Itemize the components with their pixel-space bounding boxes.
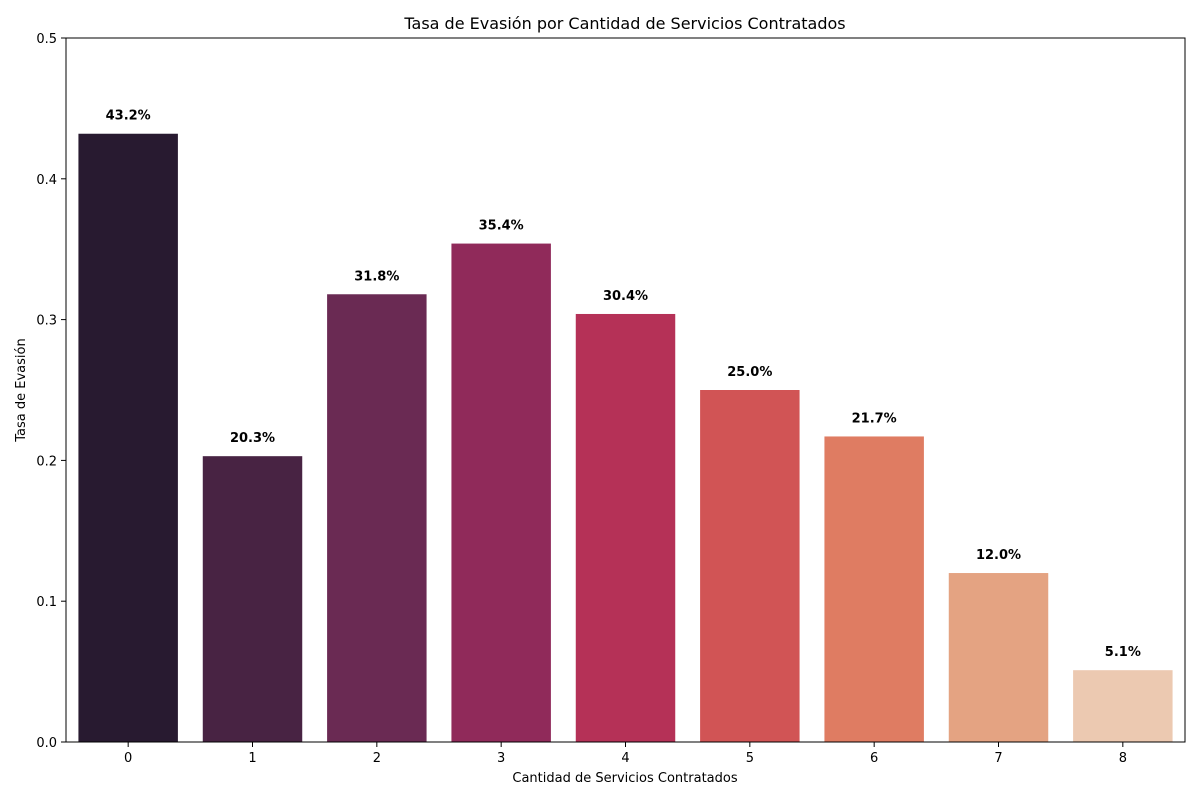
x-tick-label-7: 7 xyxy=(994,751,1002,766)
bar-3 xyxy=(451,243,551,742)
x-tick-label-5: 5 xyxy=(746,751,754,766)
bar-7 xyxy=(948,573,1049,742)
x-tick-label-1: 1 xyxy=(248,751,256,766)
bar-0 xyxy=(78,133,178,743)
bar-value-label-6: 21.7% xyxy=(852,411,897,426)
y-tick-label: 0.1 xyxy=(36,595,57,610)
bar-value-label-3: 35.4% xyxy=(479,219,524,234)
x-tick-label-2: 2 xyxy=(373,751,381,766)
y-tick-label: 0.2 xyxy=(36,454,57,469)
bar-6 xyxy=(824,436,924,742)
chart-title: Tasa de Evasión por Cantidad de Servicio… xyxy=(403,14,845,33)
bar-1 xyxy=(202,456,303,742)
y-tick-label: 0.4 xyxy=(36,173,57,188)
x-tick-label-8: 8 xyxy=(1119,751,1127,766)
bar-value-label-7: 12.0% xyxy=(976,548,1021,563)
x-tick-label-6: 6 xyxy=(870,751,878,766)
bars-group: 43.2% 20.3% 31.8% 35.4% 30.4% 25.0% 21.7% 12.0%… xyxy=(78,109,1173,743)
bar-value-label-8: 5.1% xyxy=(1105,645,1141,660)
y-axis-ticks: 0.0 0.1 0.2 0.3 0.4 0.5 xyxy=(36,32,66,751)
plot-frame xyxy=(65,37,1186,743)
bar-value-label-4: 30.4% xyxy=(603,289,648,304)
y-axis-label: Tasa de Evasión xyxy=(14,338,29,442)
bar-value-label-2: 31.8% xyxy=(354,269,399,284)
bar-value-label-1: 20.3% xyxy=(230,431,275,446)
y-tick-label: 0.0 xyxy=(36,736,57,751)
y-tick-label: 0.3 xyxy=(36,314,57,329)
bar-8 xyxy=(1073,670,1173,742)
bar-2 xyxy=(327,294,427,742)
x-tick-label-4: 4 xyxy=(621,751,629,766)
bar-4 xyxy=(575,313,676,742)
x-tick-label-3: 3 xyxy=(497,751,505,766)
x-axis-ticks: 0 1 2 3 4 5 6 7 8 xyxy=(124,742,1127,766)
x-tick-label-0: 0 xyxy=(124,751,132,766)
bar-5 xyxy=(700,390,800,742)
y-tick-label: 0.5 xyxy=(36,32,57,47)
bar-value-label-0: 43.2% xyxy=(106,109,151,124)
bar-value-label-5: 25.0% xyxy=(727,365,772,380)
x-axis-label: Cantidad de Servicios Contratados xyxy=(512,771,737,786)
